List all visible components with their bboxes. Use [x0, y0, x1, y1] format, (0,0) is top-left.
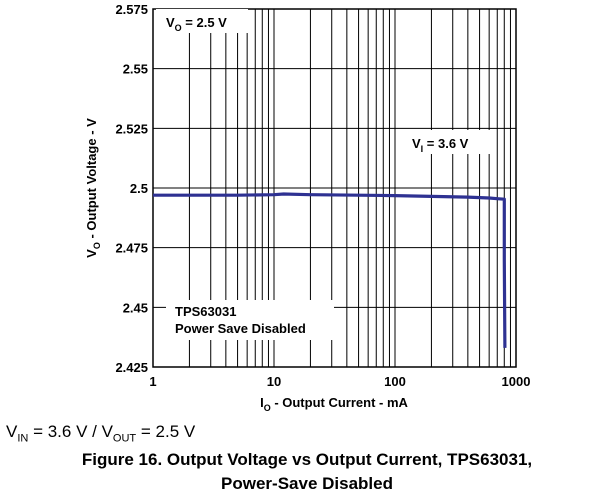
device-annotation-line2: Power Save Disabled	[175, 321, 306, 336]
x-axis-label: IO - Output Current - mA	[260, 395, 408, 413]
plot-frame	[152, 8, 517, 368]
y-tick-label: 2.55	[123, 62, 148, 77]
x-tick-label: 1	[149, 374, 156, 389]
vi-annotation: VI = 3.6 V	[412, 136, 469, 154]
chart: 1 10 100 1000 2.575 2.55 2.525 2.5 2.475 2.45 2.42…	[84, 2, 530, 413]
y-axis-label: VO - Output Voltage - V	[84, 118, 102, 258]
y-tick-label: 2.45	[123, 300, 148, 315]
x-tick-label: 1000	[502, 374, 531, 389]
plot-border	[152, 8, 517, 368]
y-tick-label: 2.5	[130, 181, 148, 196]
y-tick-label: 2.425	[115, 360, 148, 375]
series-line	[153, 192, 507, 348]
series-layer	[153, 192, 507, 348]
figure-caption: Figure 16. Output Voltage vs Output Curr…	[0, 448, 614, 496]
y-tick-label: 2.575	[115, 2, 148, 17]
device-annotation-box	[166, 300, 334, 340]
x-tick-label: 10	[267, 374, 281, 389]
x-tick-label: 100	[384, 374, 406, 389]
test-conditions: VIN = 3.6 V / VOUT = 2.5 V	[6, 422, 196, 445]
caption-line-2: Power-Save Disabled	[221, 474, 393, 493]
vo-annotation: VO = 2.5 V	[166, 15, 227, 33]
vi-annotation-box	[404, 130, 494, 154]
y-tick-label: 2.475	[115, 241, 148, 256]
tick-labels: 1 10 100 1000 2.575 2.55 2.525 2.5 2.475 2.45 2.42…	[115, 2, 530, 389]
vo-annotation-box	[156, 9, 248, 33]
device-annotation-line1: TPS63031	[175, 304, 236, 319]
grid	[152, 8, 517, 368]
y-tick-label: 2.525	[115, 121, 148, 136]
caption-line-1: Figure 16. Output Voltage vs Output Curr…	[81, 450, 533, 469]
